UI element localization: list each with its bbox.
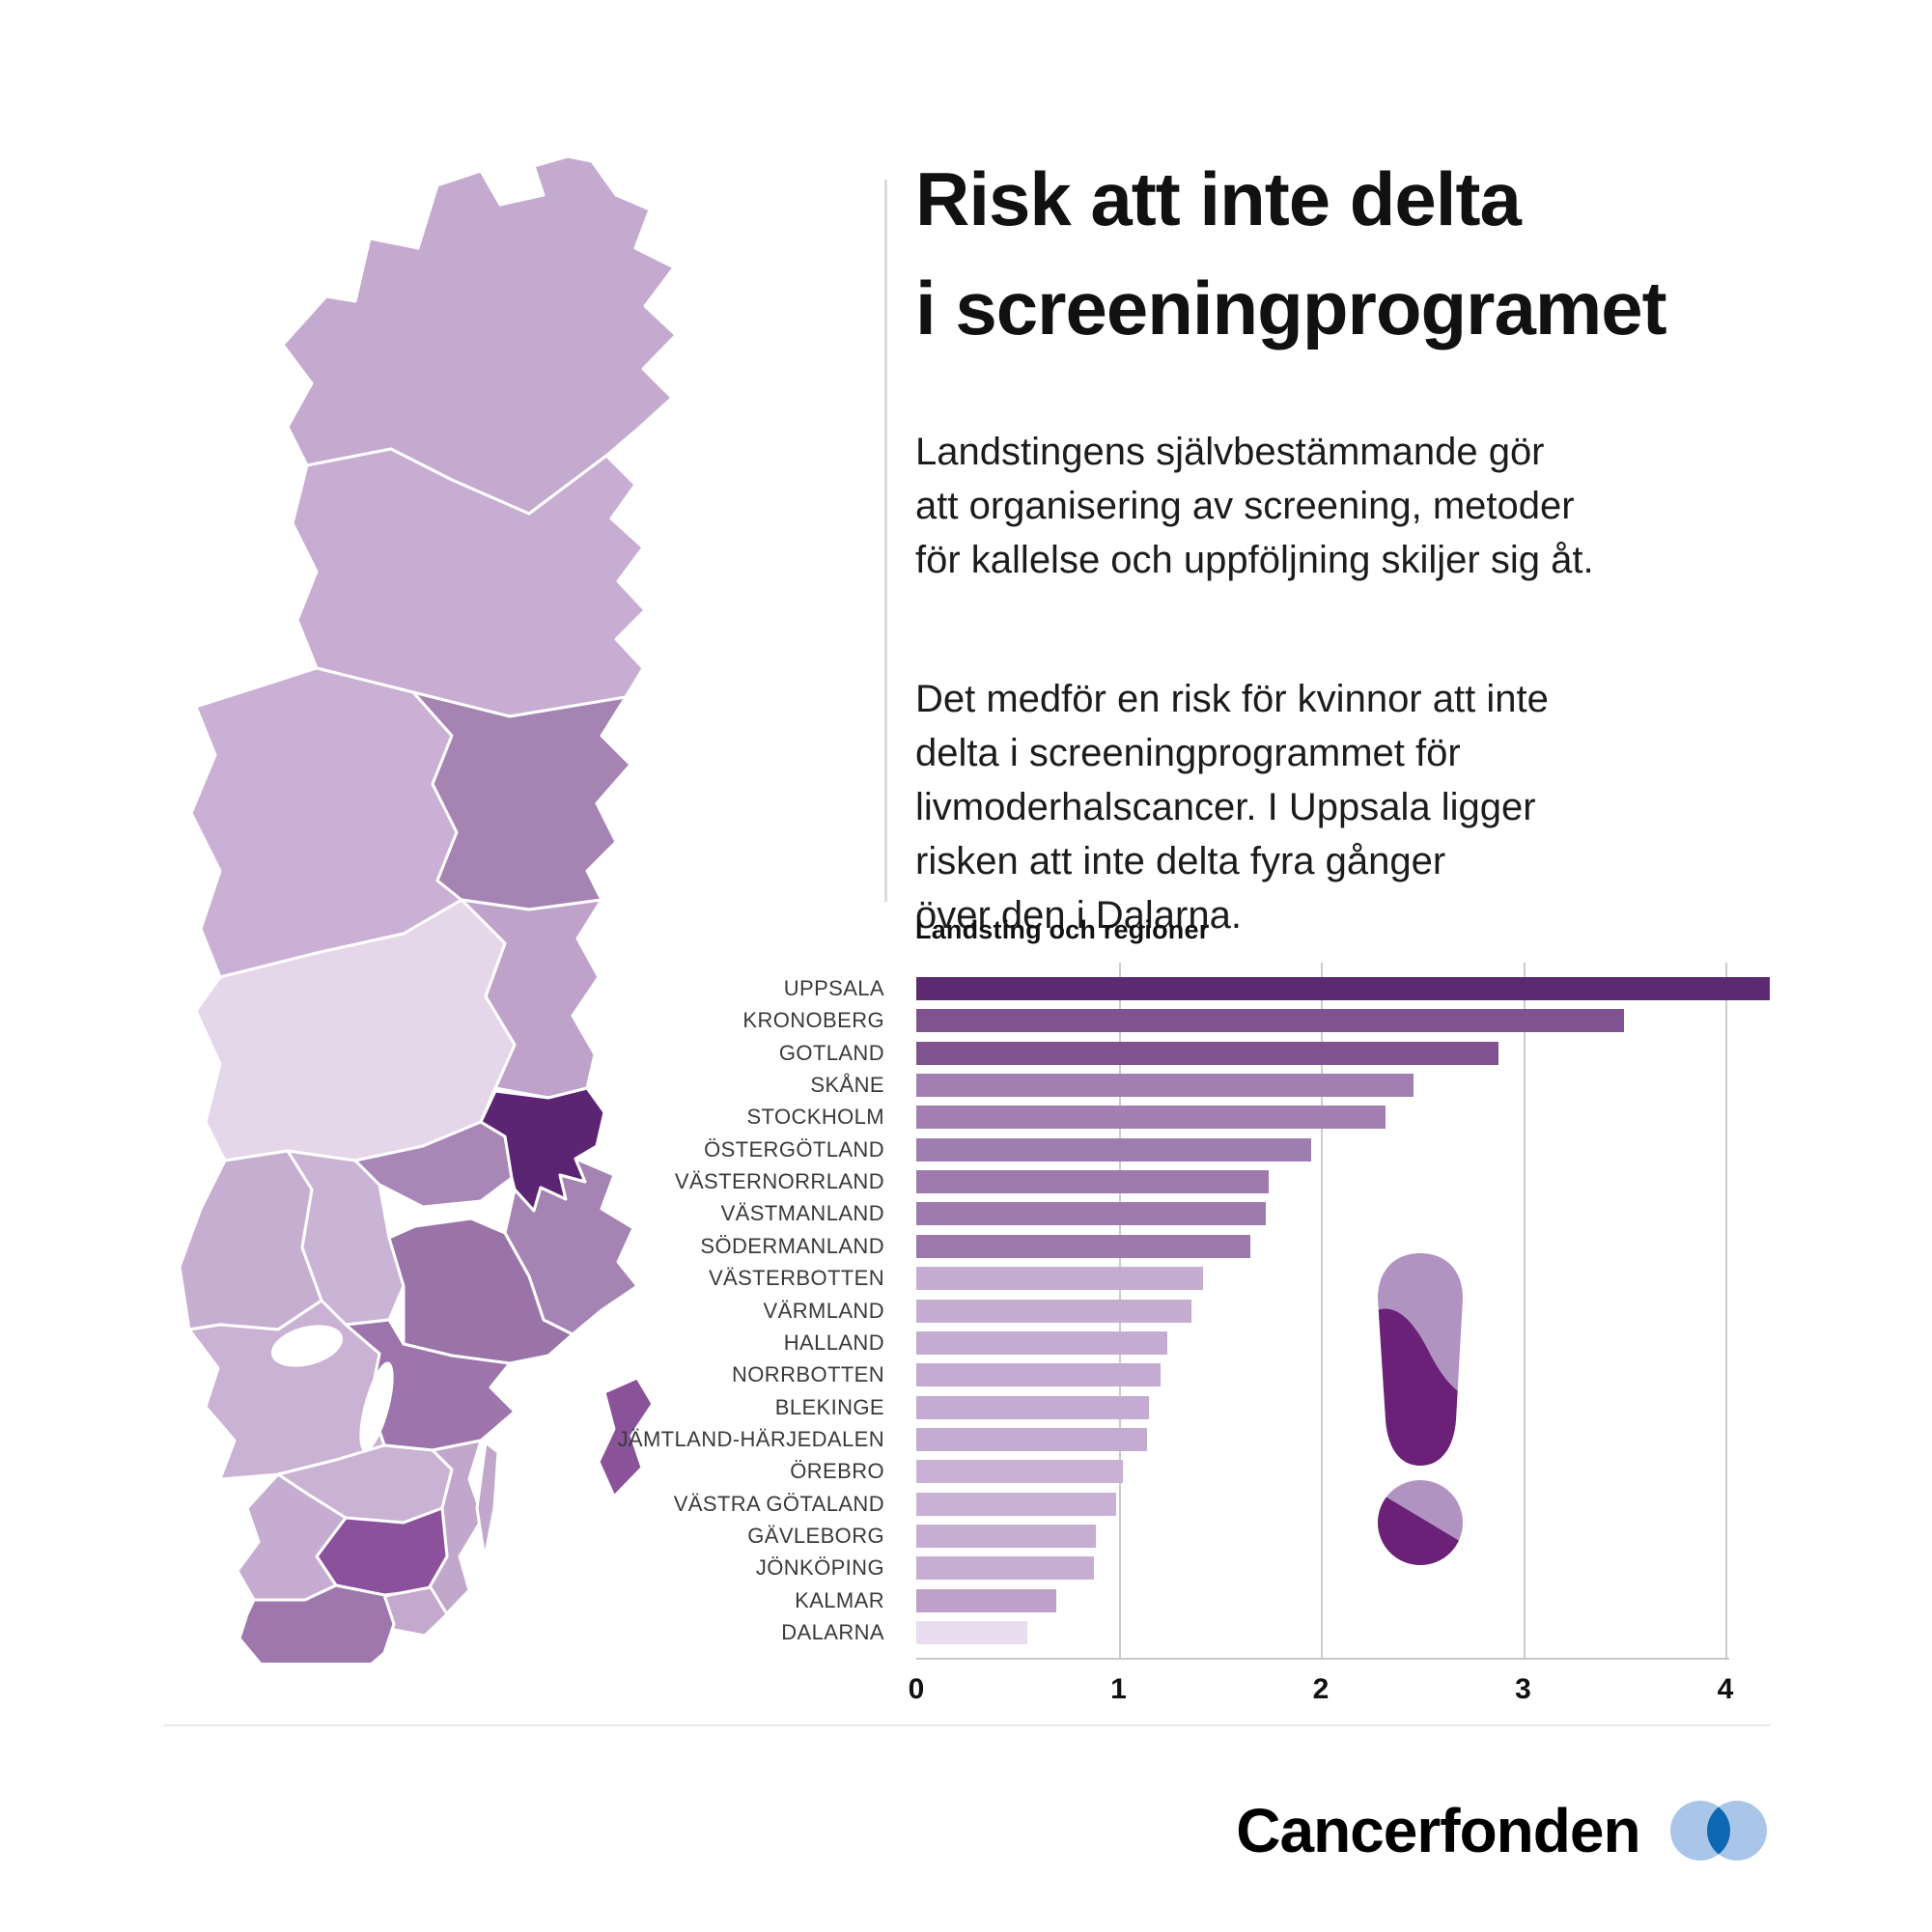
bar-label: KRONOBERG bbox=[742, 1008, 884, 1033]
bar-label: SKÅNE bbox=[810, 1073, 884, 1098]
bar bbox=[916, 1621, 1028, 1644]
bar bbox=[916, 1137, 1311, 1162]
x-tick-label: 4 bbox=[1717, 1673, 1734, 1705]
chart-title: Landsting och regioner bbox=[915, 915, 1210, 944]
map-region-sodermanland bbox=[387, 1217, 574, 1365]
x-axis-line bbox=[916, 1658, 1729, 1660]
logo-circles-icon bbox=[1670, 1801, 1767, 1861]
vertical-divider bbox=[884, 180, 887, 902]
bar-label: JÖNKÖPING bbox=[755, 1555, 884, 1581]
map-region-kalmar bbox=[426, 1439, 485, 1618]
bar bbox=[916, 1267, 1204, 1291]
logo-lens bbox=[1707, 1801, 1730, 1861]
bar-label: VÄRMLAND bbox=[763, 1298, 884, 1323]
logo: Cancerfonden bbox=[1062, 1794, 1770, 1871]
bar-label: BLEKINGE bbox=[774, 1394, 884, 1419]
footer-divider bbox=[164, 1724, 1770, 1726]
intro-paragraph-2: Det medför en risk för kvinnor att inte … bbox=[915, 678, 1549, 937]
bar-label: KALMAR bbox=[795, 1587, 884, 1612]
exclamation-stem-dark bbox=[1378, 1308, 1463, 1466]
sweden-map bbox=[178, 154, 678, 1663]
bar bbox=[916, 1234, 1250, 1258]
bar bbox=[916, 1588, 1056, 1612]
bar-label: SÖDERMANLAND bbox=[700, 1233, 884, 1258]
bar bbox=[916, 1106, 1386, 1130]
bar-label: STOCKHOLM bbox=[746, 1105, 884, 1130]
bar bbox=[916, 1460, 1123, 1484]
x-tick-label: 0 bbox=[908, 1673, 925, 1705]
bar bbox=[916, 1363, 1162, 1387]
gridline-2 bbox=[1321, 963, 1323, 1659]
bar-label: VÄSTERBOTTEN bbox=[708, 1266, 884, 1291]
bar bbox=[916, 1009, 1625, 1033]
x-tick-label: 3 bbox=[1515, 1673, 1531, 1705]
bar-label: NORRBOTTEN bbox=[732, 1362, 884, 1387]
bar-label: GÄVLEBORG bbox=[747, 1523, 884, 1548]
gridline-3 bbox=[1523, 963, 1526, 1659]
bar bbox=[916, 1330, 1167, 1355]
bar bbox=[916, 1395, 1149, 1419]
x-tick-label: 1 bbox=[1110, 1673, 1127, 1705]
map-region-gotland bbox=[597, 1376, 655, 1498]
exclamation-dot-dark bbox=[1378, 1480, 1463, 1565]
bar bbox=[916, 1041, 1499, 1065]
bar bbox=[916, 1299, 1191, 1323]
bar bbox=[916, 977, 1771, 1000]
map-region-vasternorrland bbox=[411, 690, 632, 911]
map-region-skane bbox=[238, 1583, 396, 1663]
intro-paragraph-1: Landstingens självbestämmande gör att or… bbox=[915, 431, 1594, 581]
bar-label: DALARNA bbox=[781, 1620, 884, 1644]
bar bbox=[916, 1556, 1095, 1581]
exclamation-mark-graphic bbox=[1378, 1253, 1463, 1565]
bar-label: HALLAND bbox=[783, 1330, 884, 1355]
bar-label: UPPSALA bbox=[783, 976, 884, 1000]
bar bbox=[916, 1202, 1267, 1226]
map-region-oland bbox=[475, 1441, 500, 1560]
bar-label: VÄSTMANLAND bbox=[720, 1201, 884, 1226]
bar bbox=[916, 1170, 1269, 1194]
bar bbox=[916, 1492, 1117, 1516]
bar bbox=[916, 1427, 1147, 1451]
x-tick-label: 2 bbox=[1312, 1673, 1330, 1705]
map-region-varmland bbox=[178, 1149, 323, 1331]
bar-label: ÖREBRO bbox=[790, 1459, 884, 1484]
bar-label: VÄSTERNORRLAND bbox=[674, 1169, 884, 1194]
page-title: Risk att inte delta i screeningprogramet bbox=[915, 156, 1667, 350]
bar-label: VÄSTRA GÖTALAND bbox=[673, 1491, 884, 1516]
lake-vattern bbox=[359, 1361, 394, 1452]
bar-label: JÄMTLAND-HÄRJEDALEN bbox=[617, 1426, 884, 1451]
gridline-4 bbox=[1725, 963, 1727, 1659]
bar bbox=[916, 1524, 1097, 1548]
lake-vanern bbox=[270, 1325, 344, 1367]
map-region-vasterbotten bbox=[291, 447, 647, 718]
bar-label: GOTLAND bbox=[778, 1040, 884, 1065]
bar bbox=[916, 1074, 1414, 1098]
bar-label: ÖSTERGÖTLAND bbox=[704, 1136, 884, 1162]
logo-text: Cancerfonden bbox=[1236, 1796, 1640, 1865]
